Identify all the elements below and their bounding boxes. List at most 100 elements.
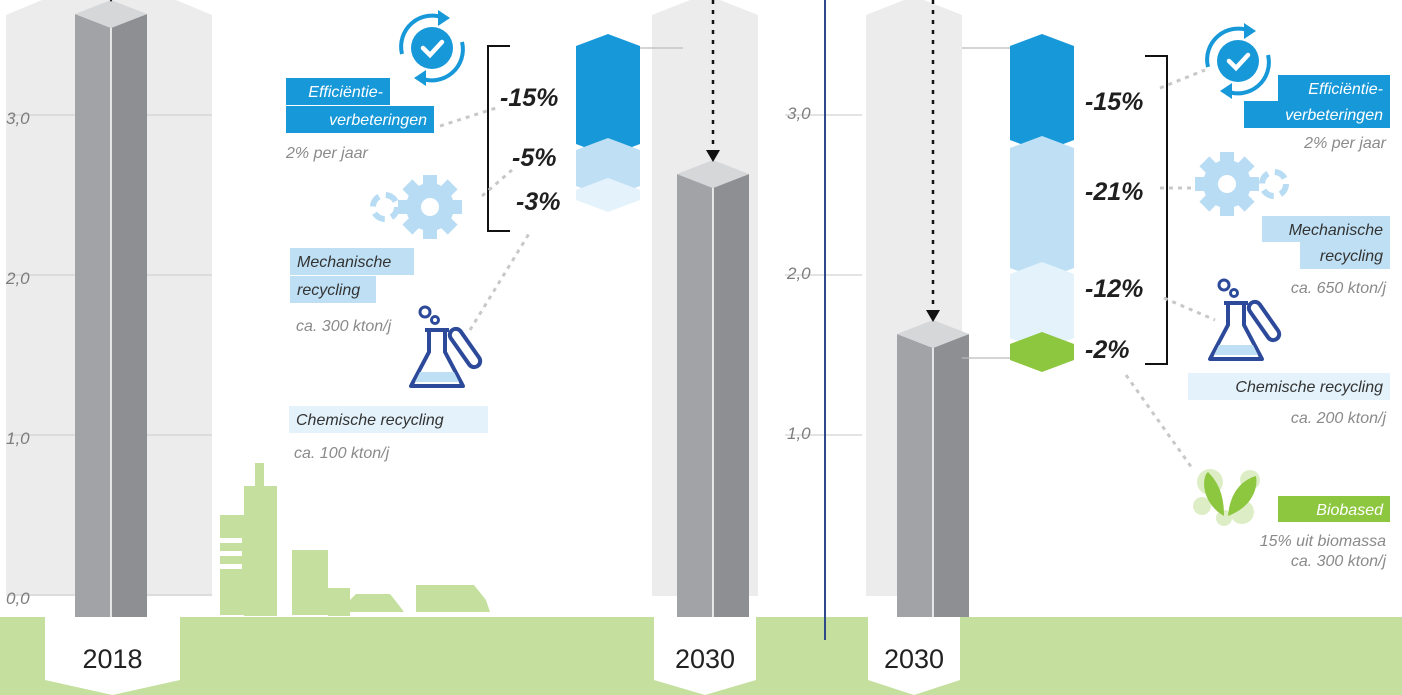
y-tick-label: 3,0 <box>787 104 811 123</box>
test-tube <box>1246 299 1282 343</box>
leaf-icon <box>1193 469 1260 526</box>
mechanical-title-box <box>290 276 376 303</box>
cycle-arc <box>1205 26 1251 68</box>
building-shape <box>328 588 350 616</box>
reduction-segment <box>576 178 640 212</box>
reduction-label: -12% <box>1085 275 1143 303</box>
reduction-label: -21% <box>1085 178 1143 206</box>
mechanical-title-box <box>1262 216 1390 242</box>
biobased-detail: 15% uit biomassa <box>1260 533 1386 550</box>
bar-side <box>713 174 749 617</box>
reduction-segment <box>576 34 640 156</box>
reduction-label: -3% <box>516 188 560 216</box>
leader-line <box>468 231 532 331</box>
test-tube <box>447 326 483 370</box>
bar-top <box>897 320 969 348</box>
reduction-stack <box>576 34 640 212</box>
year-label: 2018 <box>82 644 142 674</box>
chemical-detail: ca. 200 kton/j <box>1291 410 1387 427</box>
y-tick-label: 1,0 <box>6 429 30 448</box>
efficiency-title: Efficiëntie- <box>1308 81 1383 98</box>
efficiency-title-box <box>286 106 434 133</box>
chemical-title: Chemische recycling <box>296 412 444 429</box>
biobased-title: Biobased <box>1316 502 1384 519</box>
efficiency-icon <box>399 10 465 86</box>
arrow-head <box>706 150 720 162</box>
icon-circle <box>411 27 453 69</box>
icon-circle <box>1217 40 1259 82</box>
bracket <box>1145 55 1168 365</box>
reduction-segment <box>1010 262 1074 350</box>
bar-top <box>75 0 147 28</box>
year-label: 2030 <box>675 644 735 674</box>
y-tick-label: 2,0 <box>5 269 30 288</box>
y-tick-label: 3,0 <box>6 109 30 128</box>
leaf-shape <box>1204 472 1224 516</box>
efficiency-title: verbeteringen <box>1285 107 1383 124</box>
efficiency-detail: 2% per jaar <box>285 145 368 162</box>
flask-liquid <box>415 372 459 382</box>
flask-icon <box>409 305 483 388</box>
leaf-bubble <box>1216 510 1232 526</box>
building-shape <box>255 463 264 493</box>
window-shape <box>220 538 242 543</box>
gear-hole <box>421 198 439 216</box>
chemical-title-box <box>289 406 488 433</box>
y-tick-label: 0,0 <box>6 589 30 608</box>
year-label: 2030 <box>884 644 944 674</box>
cycle-arc <box>419 41 465 83</box>
flask-liquid <box>1214 345 1258 355</box>
mechanical-title-box <box>1300 242 1390 269</box>
year-pennant <box>45 617 180 695</box>
chemical-title-box <box>1188 373 1390 400</box>
year-pennant <box>654 617 756 695</box>
leader-line <box>1124 374 1194 469</box>
biobased-title-box <box>1278 496 1390 522</box>
bar-front <box>677 174 713 617</box>
reduction-segment <box>1010 34 1074 152</box>
bar-front <box>75 14 111 617</box>
y-tick-label: 2,0 <box>786 264 811 283</box>
bubble <box>1229 288 1239 298</box>
leader-line <box>481 168 513 198</box>
reduction-stack <box>1010 34 1074 372</box>
reduction-label: -5% <box>512 144 556 172</box>
bar-2 <box>897 320 969 617</box>
bubble <box>1217 278 1231 292</box>
efficiency-title-box <box>286 78 390 105</box>
city-illustration <box>220 463 490 631</box>
chemical-detail: ca. 100 kton/j <box>294 445 390 462</box>
bar-0 <box>75 0 147 617</box>
bar-1 <box>677 160 749 617</box>
reduction-label: -2% <box>1085 336 1129 364</box>
cycle-arrowhead <box>414 70 426 86</box>
checkmark <box>420 39 445 59</box>
cycle-arc <box>1225 54 1271 96</box>
y-tick-label: 1,0 <box>787 424 811 443</box>
mechanical-title: Mechanische <box>297 254 391 271</box>
bar-front <box>897 334 933 617</box>
cycle-arrowhead <box>438 10 450 26</box>
leader-line <box>1163 296 1216 322</box>
efficiency-icon <box>1205 23 1271 99</box>
reduction-label: -15% <box>1085 88 1143 116</box>
mechanical-detail: ca. 300 kton/j <box>296 318 392 335</box>
bar-top <box>677 160 749 188</box>
bar-side <box>111 14 147 617</box>
checkmark <box>1226 52 1251 72</box>
bar-side <box>933 334 969 617</box>
leader-line <box>439 106 497 128</box>
gear-recycle-icon <box>370 175 462 239</box>
reduction-label: -15% <box>500 84 558 112</box>
car-icon <box>345 594 404 612</box>
year-pennant <box>868 617 960 695</box>
mechanical-title: recycling <box>1320 248 1383 265</box>
recycle-symbol <box>370 192 400 222</box>
efficiency-title-box <box>1244 101 1390 128</box>
leaf-shape <box>1228 476 1257 516</box>
reduction-segment <box>576 138 640 198</box>
arrow-head <box>109 0 113 2</box>
flask-outline <box>409 330 465 388</box>
